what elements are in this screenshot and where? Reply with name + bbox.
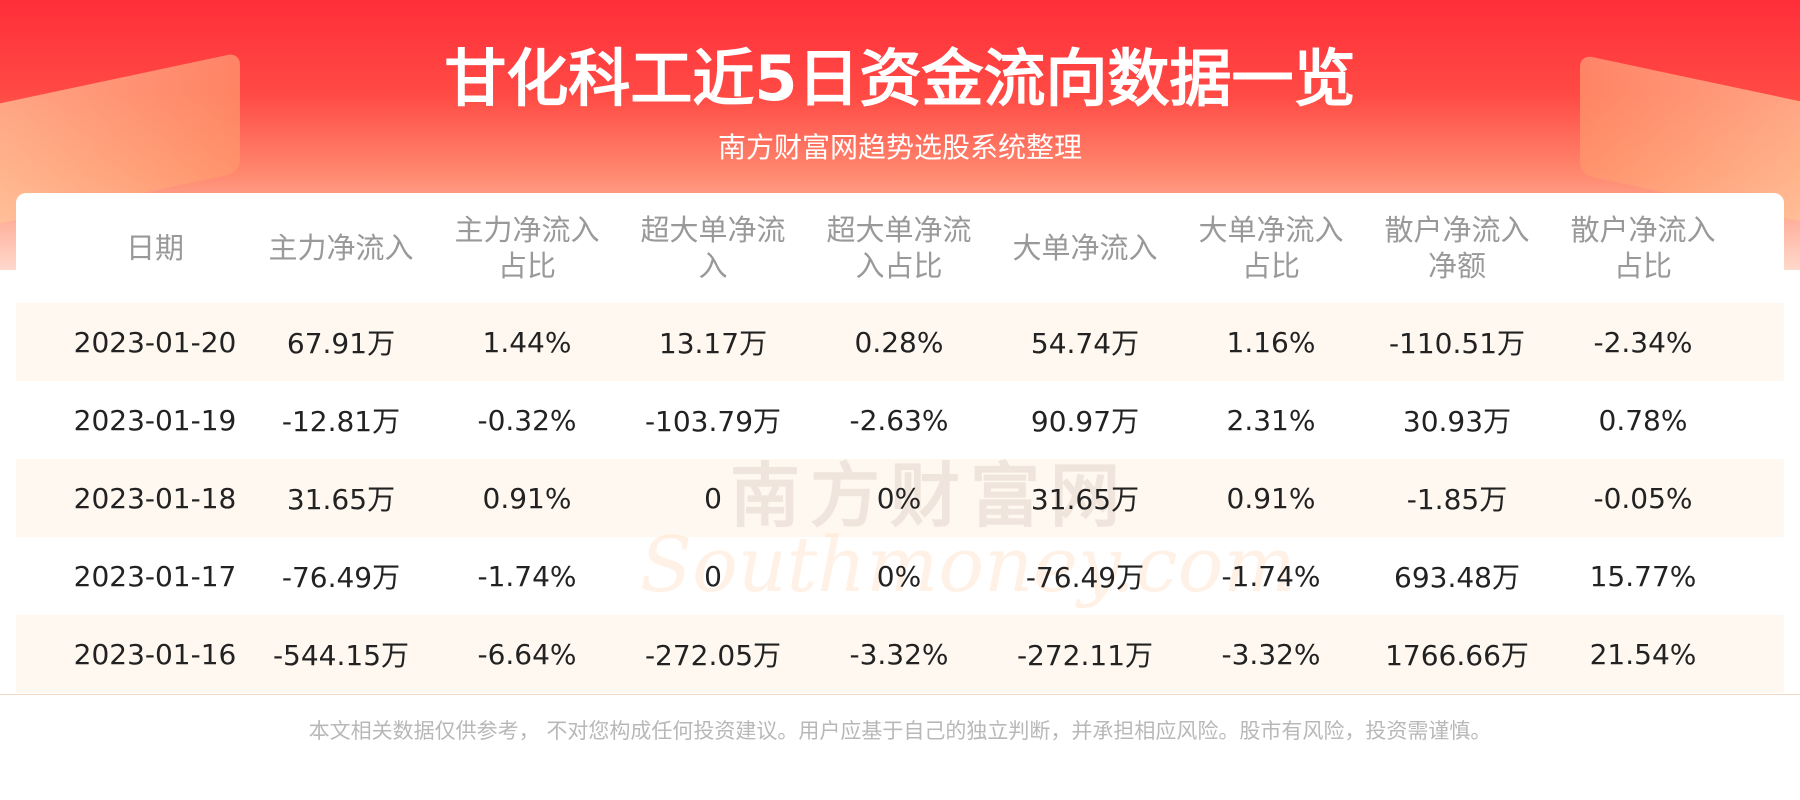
column-header-text: 超大单净流入	[640, 213, 786, 283]
table-cell: -1.74%	[1221, 559, 1321, 593]
column-header: 超大单净流入	[620, 193, 806, 303]
column-header: 大单净流入	[992, 193, 1178, 303]
title: 甘化科工近5日资金流向数据一览	[444, 42, 1356, 115]
column-header: 主力净流入占比	[434, 193, 620, 303]
table-cell: -3.32%	[1221, 637, 1321, 671]
table-cell: 693.48万	[1394, 561, 1520, 594]
column-header-text: 超大单净流入占比	[826, 213, 972, 283]
table-row: 2023-01-16 -544.15万 -6.64% -272.05万 -3.32% -2…	[62, 615, 1736, 693]
table-row: 2023-01-20 67.91万 1.44% 13.17万 0.28% 54.74万 1.…	[62, 303, 1736, 381]
table-cell: -0.05%	[1593, 481, 1693, 515]
table-cell: -272.11万	[1016, 639, 1154, 672]
column-header: 日期	[62, 193, 248, 303]
column-header: 主力净流入	[248, 193, 434, 303]
table-cell: 15.77%	[1589, 559, 1697, 593]
table-cell: -12.81万	[281, 405, 401, 438]
table-cell: 1.44%	[482, 325, 572, 359]
table-cell: 2023-01-20	[73, 325, 237, 359]
table-cell: 0%	[876, 559, 922, 593]
column-header-text: 大单净流入	[1012, 231, 1158, 265]
table-cell: -272.05万	[644, 639, 782, 672]
column-header: 大单净流入占比	[1178, 193, 1364, 303]
table-cell: 31.65万	[286, 483, 396, 516]
column-header-text: 大单净流入占比	[1198, 213, 1344, 283]
column-header-text: 主力净流入占比	[454, 213, 600, 283]
column-header-text: 日期	[125, 231, 184, 265]
row-background	[16, 303, 1784, 381]
table-cell: -2.63%	[849, 403, 949, 437]
table-cell: 0	[704, 559, 722, 593]
table-cell: -76.49万	[281, 561, 401, 594]
table-cell: 31.65万	[1030, 483, 1140, 516]
table-cell: -1.74%	[477, 559, 577, 593]
table-cell: 2023-01-18	[73, 481, 237, 515]
table-cell: 1.16%	[1226, 325, 1316, 359]
table-cell: -76.49万	[1025, 561, 1145, 594]
table-cell: -2.34%	[1593, 325, 1693, 359]
table-cell: 0.28%	[854, 325, 944, 359]
table-cell: 0.91%	[482, 481, 572, 515]
subtitle: 南方财富网趋势选股系统整理	[717, 131, 1082, 164]
column-header-text: 散户净流入占比	[1570, 213, 1716, 283]
table-cell: 0	[704, 481, 722, 515]
table-cell: -0.32%	[477, 403, 577, 437]
table-cell: -1.85万	[1406, 483, 1508, 516]
table-cell: 67.91万	[286, 327, 396, 360]
data-table: 日期 主力净流入 主力净流入占比 超大单净流入 超大单净流入占比 大单净流入 大单净流入占比…	[62, 193, 1736, 693]
row-background	[16, 615, 1784, 693]
table-cell: 21.54%	[1589, 637, 1697, 671]
table-cell: 2.31%	[1226, 403, 1316, 437]
column-header-text: 散户净流入净额	[1384, 213, 1530, 283]
disclaimer: 本文相关数据仅供参考， 不对您构成任何投资建议。用户应基于自己的独立判断，并承担…	[308, 719, 1492, 743]
table-cell: 2023-01-19	[73, 403, 237, 437]
column-header: 散户净流入净额	[1364, 193, 1550, 303]
table-row: 2023-01-17 -76.49万 -1.74% 0 0% -76.49万 -1.74% 6…	[62, 537, 1736, 615]
table-cell: -544.15万	[272, 639, 410, 672]
table-row: 2023-01-18 31.65万 0.91% 0 0% 31.65万 0.91% -1.85…	[62, 459, 1736, 537]
column-header-text: 主力净流入	[268, 231, 414, 265]
table-cell: 54.74万	[1030, 327, 1140, 360]
table-cell: -3.32%	[849, 637, 949, 671]
table-cell: -6.64%	[477, 637, 577, 671]
header-row: 日期 主力净流入 主力净流入占比 超大单净流入 超大单净流入占比 大单净流入 大单净流入占比…	[62, 193, 1736, 303]
table-cell: 0.78%	[1598, 403, 1688, 437]
table-cell: 1766.66万	[1385, 639, 1529, 672]
table-cell: 2023-01-17	[73, 559, 237, 593]
row-background	[16, 459, 1784, 537]
table-cell: 0%	[876, 481, 922, 515]
table-cell: 0.91%	[1226, 481, 1316, 515]
separator	[0, 694, 1800, 695]
table-cell: 30.93万	[1402, 405, 1512, 438]
table-cell: -103.79万	[644, 405, 782, 438]
table-cell: -110.51万	[1388, 327, 1526, 360]
table-cell: 13.17万	[658, 327, 768, 360]
table-cell: 90.97万	[1030, 405, 1140, 438]
column-header: 超大单净流入占比	[806, 193, 992, 303]
table-cell: 2023-01-16	[73, 637, 237, 671]
table-row: 2023-01-19 -12.81万 -0.32% -103.79万 -2.63% 90.…	[62, 381, 1736, 459]
column-header: 散户净流入占比	[1550, 193, 1736, 303]
